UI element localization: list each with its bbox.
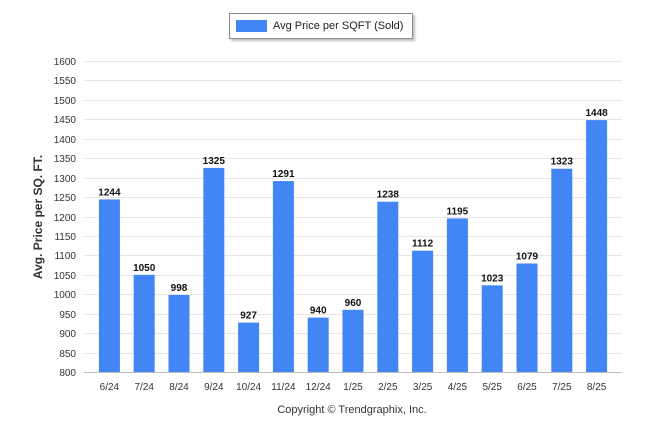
bar-1-25 [342,309,364,372]
x-tick-label: 10/24 [236,382,261,393]
y-tick-label: 950 [59,310,76,321]
y-tick-label: 1400 [54,135,77,146]
bar-11-24 [272,181,294,372]
bar-4-25 [446,218,468,372]
data-label: 998 [171,283,188,294]
x-tick-label: 5/25 [482,382,502,393]
bar-7-24 [133,274,155,372]
data-label: 1112 [412,239,434,250]
bar-12-24 [307,317,329,372]
y-tick-label: 1300 [54,174,77,185]
data-label: 960 [345,298,362,309]
data-labels: 1244 1050 998 1325 927 1291 940 960 1238 1112 1195… [98,108,608,322]
data-label: 927 [240,311,257,322]
x-tick-label: 6/24 [100,382,120,393]
bar-10-24 [238,322,260,372]
bar-8-24 [168,295,190,372]
data-label: 1023 [481,273,504,284]
y-tick-label: 850 [59,349,76,360]
legend-swatch [236,20,267,32]
y-axis-ticks: 800 850 900 950 1000 1050 1100 1150 1200 1250 1300… [54,57,77,379]
y-tick-label: 1250 [54,193,77,204]
data-label: 1079 [516,252,539,263]
x-tick-label: 7/25 [552,382,572,393]
y-tick-label: 1500 [54,96,77,107]
data-label: 1323 [551,157,574,168]
bars [98,120,608,372]
y-tick-label: 900 [59,329,76,340]
y-tick-label: 1100 [54,251,76,262]
data-label: 1050 [133,263,156,274]
x-tick-label: 2/25 [378,382,398,393]
x-tick-label: 3/25 [413,382,433,393]
bar-2-25 [377,201,399,372]
y-tick-label: 1550 [54,76,77,87]
y-tick-label: 1000 [54,290,77,301]
data-label: 1291 [272,169,295,180]
x-tick-label: 4/25 [448,382,468,393]
data-label: 1244 [98,187,121,198]
x-tick-label: 1/25 [343,382,363,393]
legend-label: Avg Price per SQFT (Sold) [273,20,404,32]
x-tick-label: 8/25 [587,382,607,393]
data-label: 940 [310,306,327,317]
x-tick-label: 12/24 [306,382,331,393]
data-label: 1448 [585,108,608,119]
y-axis-label: Avg. Price per SQ. FT. [31,155,45,279]
copyright-footer: Copyright © Trendgraphix, Inc. [277,404,426,416]
bar-5-25 [481,285,503,372]
y-tick-label: 1350 [54,154,77,165]
bar-7-25 [551,168,573,372]
data-label: 1238 [377,190,400,201]
bar-8-25 [586,120,608,372]
x-tick-label: 7/24 [134,382,154,393]
y-tick-label: 800 [59,368,76,379]
y-tick-label: 1200 [54,213,77,224]
y-tick-label: 1600 [54,57,77,68]
y-tick-label: 1050 [54,271,77,282]
bar-6-25 [516,263,538,372]
data-label: 1325 [203,156,226,167]
legend: Avg Price per SQFT (Sold) [229,13,413,39]
x-tick-label: 6/25 [517,382,537,393]
y-tick-label: 1450 [54,115,77,126]
x-tick-label: 11/24 [271,382,296,393]
x-axis-ticks: 6/24 7/24 8/24 9/24 10/24 11/24 12/24 1/25 2/25 3… [100,382,607,393]
x-tick-label: 8/24 [169,382,189,393]
data-label: 1195 [447,206,469,217]
bar-6-24 [98,199,120,372]
bar-9-24 [203,167,225,372]
y-tick-label: 1150 [54,232,76,243]
bar-3-25 [412,250,434,372]
x-tick-label: 9/24 [204,382,224,393]
